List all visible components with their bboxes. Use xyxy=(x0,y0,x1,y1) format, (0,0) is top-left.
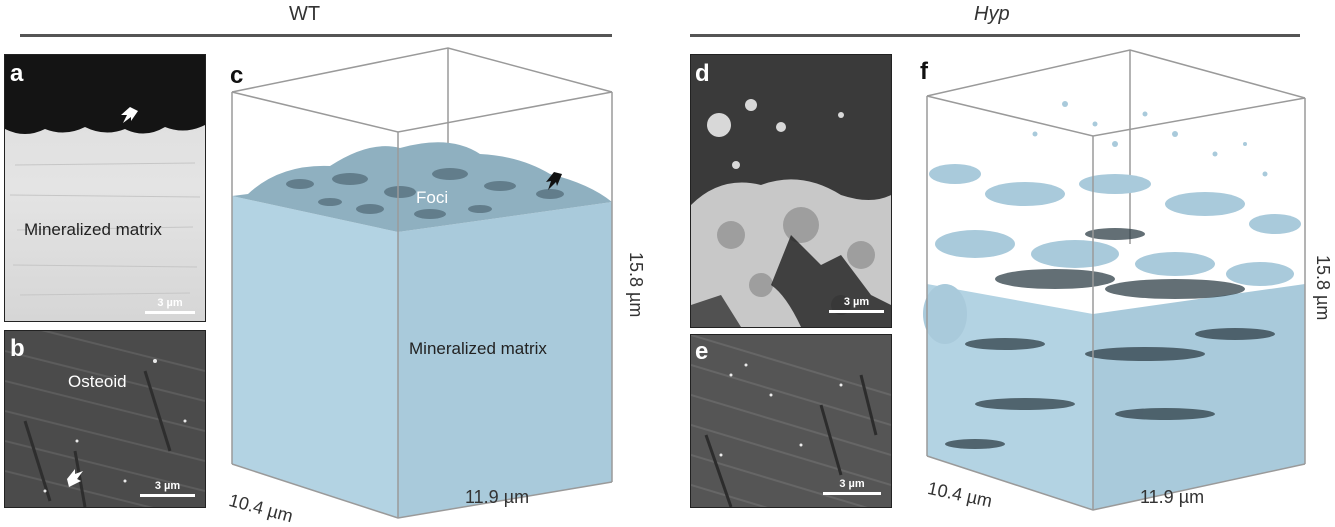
panel-d-sem-image xyxy=(690,54,892,328)
panel-e-scale-text: 3 µm xyxy=(839,478,865,490)
panel-c-letter: c xyxy=(230,62,244,89)
group-title-wt: WT xyxy=(289,3,321,25)
panel-c-foci-label: Foci xyxy=(416,188,449,207)
panel-e-sem-image xyxy=(690,334,892,508)
panel-c-matrix-label: Mineralized matrix xyxy=(409,339,547,358)
panel-a-label: Mineralized matrix xyxy=(24,220,162,239)
panel-b-scale-line xyxy=(140,494,195,497)
group-rule-hyp xyxy=(690,34,1300,37)
panel-a-scale-text: 3 µm xyxy=(157,297,183,309)
panel-b-scale-bar: 3 µm xyxy=(140,480,195,497)
panel-f-3d-render xyxy=(923,49,1306,511)
panel-d-letter: d xyxy=(695,60,710,87)
group-rule-wt xyxy=(20,34,612,37)
group-title-hyp: Hyp xyxy=(974,3,1010,25)
panel-d-scale-line xyxy=(829,310,884,313)
panel-b-texture xyxy=(5,331,205,507)
panel-b-scale-text: 3 µm xyxy=(154,480,181,492)
panel-a-texture xyxy=(5,55,205,321)
panel-e-texture xyxy=(691,335,891,507)
panel-c-dim-z: 15.8 µm xyxy=(626,252,646,318)
panel-f-dim-y: 11.9 µm xyxy=(1140,487,1205,507)
panel-e-scale-bar: 3 µm xyxy=(823,478,881,495)
panel-e-scale-line xyxy=(823,492,881,495)
panel-c-3d-render xyxy=(231,47,613,519)
panel-a-scale-line xyxy=(145,311,195,314)
panel-b-label: Osteoid xyxy=(68,372,127,391)
panel-f-letter: f xyxy=(920,58,928,85)
panel-d-scale-bar: 3 µm xyxy=(829,296,884,313)
panel-a-scale-bar: 3 µm xyxy=(145,297,195,314)
panel-e-letter: e xyxy=(695,338,709,365)
panel-f-dim-z: 15.8 µm xyxy=(1313,255,1333,321)
panel-b-sem-image xyxy=(4,330,206,508)
panel-a-sem-image xyxy=(4,54,206,322)
panel-d-scale-text: 3 µm xyxy=(843,296,870,308)
panel-c-dim-y: 11.9 µm xyxy=(465,487,530,507)
panel-d-texture xyxy=(691,55,891,327)
panel-a-letter: a xyxy=(10,60,24,87)
panel-b-letter: b xyxy=(10,335,25,362)
